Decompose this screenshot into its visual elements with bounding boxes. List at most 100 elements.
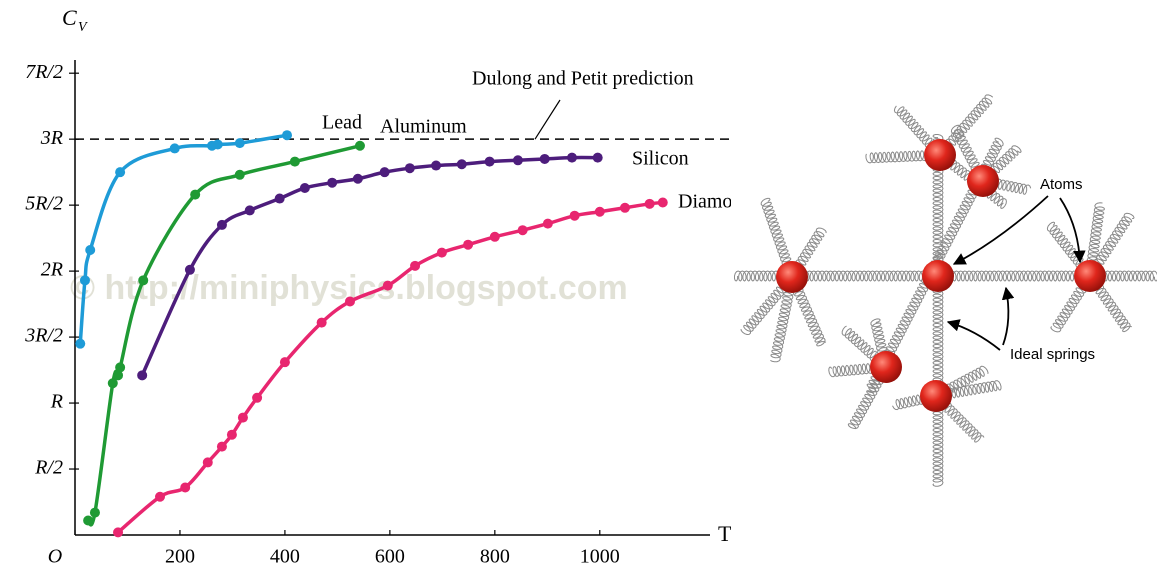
data-point	[216, 441, 227, 452]
data-point	[279, 357, 290, 368]
x-tick-label: 1000	[580, 546, 620, 566]
data-point	[89, 507, 100, 518]
data-point	[234, 138, 245, 149]
data-point	[327, 177, 338, 188]
atom	[776, 261, 808, 293]
data-point	[274, 193, 285, 204]
y-tick-label: R	[50, 391, 63, 413]
series-label: Diamond	[678, 191, 752, 213]
data-point	[539, 153, 550, 164]
series-label: Silicon	[632, 148, 689, 170]
data-point	[289, 156, 300, 167]
series-line	[140, 155, 600, 378]
data-point	[212, 139, 223, 150]
y-tick-label: 3R/2	[24, 325, 63, 347]
spring	[932, 134, 944, 487]
data-point	[410, 260, 421, 271]
data-point	[138, 275, 149, 286]
data-point	[115, 167, 126, 178]
data-point	[592, 152, 603, 163]
data-point	[252, 392, 263, 403]
atom	[920, 380, 952, 412]
x-tick-label: 400	[270, 546, 300, 566]
data-point	[184, 264, 195, 275]
data-point	[569, 210, 580, 221]
arrow	[952, 195, 1049, 265]
series-label: Aluminum	[380, 116, 467, 138]
data-point	[354, 140, 365, 151]
data-point	[202, 457, 213, 468]
data-point	[517, 225, 528, 236]
series-line	[86, 144, 362, 527]
data-point	[226, 429, 237, 440]
y-tick-label: R/2	[34, 457, 63, 479]
x-tick-label: 200	[165, 546, 195, 566]
atom	[922, 260, 954, 292]
data-point	[484, 156, 495, 167]
data-point	[489, 231, 500, 242]
data-point	[566, 152, 577, 163]
data-point	[594, 206, 605, 217]
x-axis-label: T (K)	[718, 521, 767, 546]
atom	[1074, 260, 1106, 292]
data-point	[180, 482, 191, 493]
data-point	[456, 159, 467, 170]
data-point	[542, 218, 553, 229]
data-point	[463, 239, 474, 250]
data-point	[190, 189, 201, 200]
data-point	[169, 143, 180, 154]
data-point	[404, 163, 415, 174]
arrow	[946, 319, 1001, 351]
y-tick-label: 7R/2	[25, 61, 63, 83]
data-point	[282, 130, 293, 141]
atom-spring-diagram: Atoms Ideal springs	[734, 94, 1157, 487]
data-point	[299, 182, 310, 193]
chart: C V T (K) © http://miniphysics.blogspot.…	[24, 5, 767, 566]
reference-label: Dulong and Petit prediction	[472, 68, 694, 90]
atom	[967, 165, 999, 197]
data-point	[436, 247, 447, 258]
atom	[924, 139, 956, 171]
springs-label: Ideal springs	[1010, 346, 1095, 363]
x-tick-label: 800	[480, 546, 510, 566]
y-axis-label-sub: V	[78, 20, 88, 35]
y-tick-label: 2R	[41, 259, 63, 281]
data-point	[115, 362, 126, 373]
atoms-label: Atoms	[1040, 176, 1083, 193]
data-point	[237, 412, 248, 423]
data-point	[85, 245, 96, 255]
x-tick-label: O	[48, 546, 62, 566]
data-point	[619, 202, 630, 213]
x-tick-label: 600	[375, 546, 405, 566]
data-point	[244, 205, 255, 216]
series-line	[78, 133, 289, 346]
data-point	[379, 167, 390, 178]
data-point	[113, 527, 124, 538]
data-point	[431, 160, 442, 171]
data-point	[155, 491, 166, 502]
data-point	[234, 169, 245, 180]
series-label: Lead	[322, 112, 362, 134]
data-point	[316, 317, 327, 328]
data-point	[344, 296, 355, 307]
arrow	[1059, 197, 1086, 264]
data-point	[83, 515, 94, 526]
data-point	[79, 275, 90, 286]
arrow	[1001, 286, 1015, 346]
data-point	[382, 280, 393, 291]
y-tick-label: 3R	[40, 127, 63, 149]
data-point	[113, 370, 124, 381]
data-point	[657, 197, 668, 208]
data-point	[216, 219, 227, 230]
atom	[870, 351, 902, 383]
data-point	[352, 173, 363, 184]
reference-pointer	[534, 99, 561, 140]
data-point	[512, 155, 523, 166]
data-point	[107, 378, 118, 389]
y-tick-label: 5R/2	[25, 193, 63, 215]
data-point	[644, 198, 655, 209]
data-point	[137, 370, 148, 381]
y-axis-label: C	[62, 5, 77, 30]
